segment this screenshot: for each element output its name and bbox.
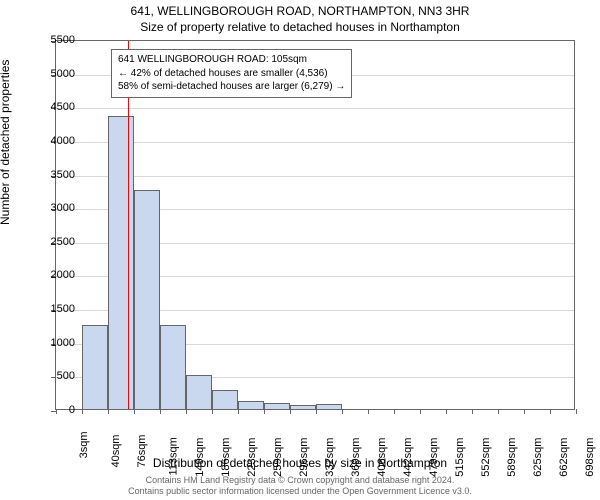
x-tick-mark [186,409,187,414]
x-tick-mark [238,409,239,414]
histogram-bar [186,375,212,409]
annotation-line: 641 WELLINGBOROUGH ROAD: 105sqm [118,53,345,67]
y-tick-label: 5000 [35,68,75,80]
y-tick-label: 2000 [35,269,75,281]
x-tick-mark [576,409,577,414]
histogram-bar [82,325,108,409]
chart-title-sub: Size of property relative to detached ho… [0,20,600,34]
annotation-box: 641 WELLINGBOROUGH ROAD: 105sqm← 42% of … [111,49,352,98]
x-tick-label: 662sqm [558,438,570,477]
x-tick-mark [368,409,369,414]
histogram-bar [290,405,316,409]
y-tick-label: 1500 [35,303,75,315]
x-tick-mark [550,409,551,414]
x-tick-label: 625sqm [532,438,544,477]
x-tick-mark [420,409,421,414]
x-tick-label: 76sqm [136,435,148,468]
x-tick-mark [446,409,447,414]
y-tick-label: 500 [35,370,75,382]
y-tick-label: 5500 [35,34,75,46]
histogram-bar [134,190,160,409]
x-tick-label: 296sqm [298,438,310,477]
x-tick-mark [472,409,473,414]
x-tick-label: 186sqm [220,438,232,477]
y-tick-label: 1000 [35,337,75,349]
annotation-line: 58% of semi-detached houses are larger (… [118,80,345,94]
chart-title-main: 641, WELLINGBOROUGH ROAD, NORTHAMPTON, N… [0,4,600,18]
histogram-bar [160,325,186,409]
x-tick-label: 259sqm [272,438,284,477]
x-tick-label: 589sqm [506,438,518,477]
x-tick-label: 369sqm [350,438,362,477]
x-tick-mark [394,409,395,414]
histogram-bar [264,403,290,409]
x-tick-mark [108,409,109,414]
x-tick-label: 113sqm [167,437,179,475]
x-tick-mark [524,409,525,414]
y-tick-label: 2500 [35,236,75,248]
x-tick-mark [316,409,317,414]
x-tick-mark [342,409,343,414]
x-tick-mark [134,409,135,414]
x-tick-label: 223sqm [246,438,258,477]
x-tick-label: 479sqm [428,438,440,477]
x-tick-label: 3sqm [78,431,90,458]
x-tick-mark [212,409,213,414]
y-axis-label: Number of detached properties [0,60,12,225]
histogram-bar [316,404,342,409]
histogram-bar [238,401,264,409]
annotation-line: ← 42% of detached houses are smaller (4,… [118,67,345,81]
x-tick-label: 442sqm [402,438,414,477]
y-tick-label: 3000 [35,202,75,214]
x-tick-mark [498,409,499,414]
x-tick-label: 40sqm [110,435,122,468]
chart-plot-area: 641 WELLINGBOROUGH ROAD: 105sqm← 42% of … [55,40,575,410]
y-tick-label: 4000 [35,135,75,147]
footer-attribution: Contains HM Land Registry data © Crown c… [0,475,600,498]
grid-line [56,108,574,109]
x-tick-label: 406sqm [376,438,388,477]
x-tick-label: 515sqm [454,438,466,477]
footer-line2: Contains public sector information licen… [0,486,600,498]
x-tick-label: 149sqm [194,438,206,477]
x-tick-label: 698sqm [584,438,596,477]
x-tick-mark [290,409,291,414]
x-tick-label: 552sqm [480,438,492,477]
x-tick-mark [160,409,161,414]
x-tick-label: 332sqm [324,438,336,477]
y-tick-label: 0 [35,404,75,416]
histogram-bar [212,390,238,409]
x-tick-mark [82,409,83,414]
histogram-bar [108,116,134,409]
y-tick-label: 4500 [35,101,75,113]
y-tick-label: 3500 [35,169,75,181]
x-tick-mark [264,409,265,414]
